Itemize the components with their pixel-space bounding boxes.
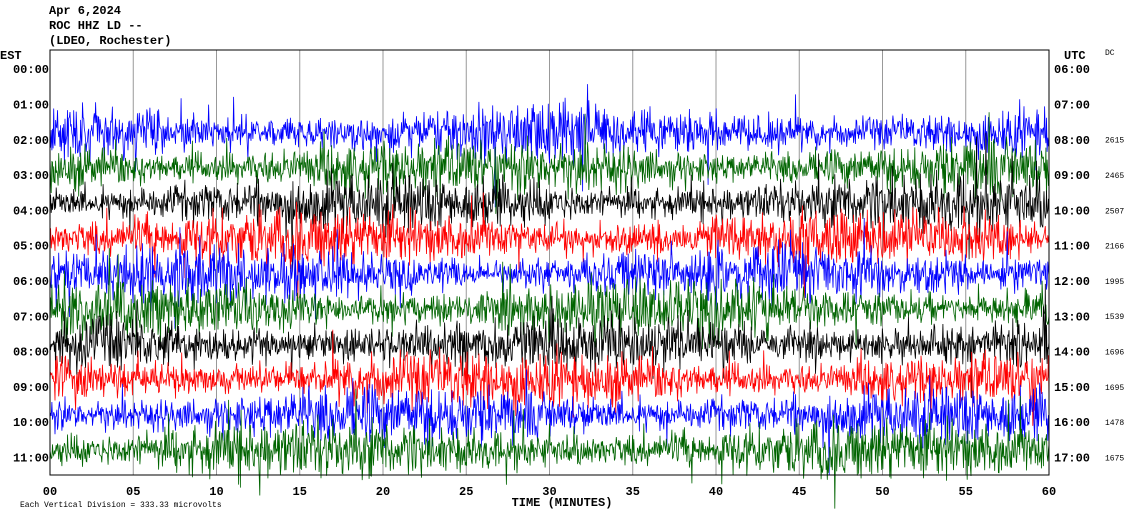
est-label: 03:00 <box>13 169 49 183</box>
date: Apr 6,2024 <box>49 4 121 18</box>
x-tick-label: 45 <box>792 485 806 499</box>
dc-value: 1539 <box>1105 313 1124 322</box>
left-axis-title: EST <box>0 49 22 63</box>
x-tick-label: 60 <box>1042 485 1056 499</box>
dc-value: 1696 <box>1105 349 1124 358</box>
x-tick-label: 25 <box>459 485 473 499</box>
x-tick-label: 40 <box>709 485 723 499</box>
est-label: 11:00 <box>13 451 49 465</box>
est-label: 04:00 <box>13 204 49 218</box>
utc-label: 13:00 <box>1054 310 1090 324</box>
utc-label: 10:00 <box>1054 204 1090 218</box>
x-tick-label: 10 <box>209 485 223 499</box>
dc-value: 2507 <box>1105 207 1124 216</box>
trace <box>49 283 1050 399</box>
footer: Each Vertical Division = 333.33 microvol… <box>20 501 222 510</box>
trace <box>49 329 1050 426</box>
traces <box>49 84 1050 509</box>
dc-value: 1995 <box>1105 278 1124 287</box>
right-axis-title: UTC <box>1064 49 1086 63</box>
utc-label: 11:00 <box>1054 240 1090 254</box>
trace <box>49 388 1050 509</box>
utc-label: 14:00 <box>1054 346 1090 360</box>
x-tick-label: 50 <box>875 485 889 499</box>
utc-label: 06:00 <box>1054 63 1090 77</box>
trace <box>49 248 1050 350</box>
est-label: 01:00 <box>13 98 49 112</box>
est-label: 02:00 <box>13 134 49 148</box>
dc-value: 2166 <box>1105 243 1124 252</box>
dc-value: 1675 <box>1105 454 1124 463</box>
est-label: 10:00 <box>13 416 49 430</box>
utc-label: 17:00 <box>1054 451 1090 465</box>
trace <box>49 369 1050 475</box>
trace <box>49 192 1050 301</box>
x-tick-label: 05 <box>126 485 140 499</box>
utc-label: 16:00 <box>1054 416 1090 430</box>
dc-value: 1695 <box>1105 384 1124 393</box>
x-tick-label: 35 <box>626 485 640 499</box>
dc-value: 2615 <box>1105 137 1124 146</box>
utc-label: 09:00 <box>1054 169 1090 183</box>
x-tick-label: 15 <box>293 485 307 499</box>
dc-value: 2465 <box>1105 172 1124 181</box>
plot-frame <box>49 49 1050 476</box>
x-tick-label: 55 <box>959 485 973 499</box>
x-tick-label: 30 <box>542 485 556 499</box>
dc-value: 1478 <box>1105 419 1124 428</box>
utc-label: 08:00 <box>1054 134 1090 148</box>
x-axis-title: TIME (MINUTES) <box>512 496 613 510</box>
est-label: 07:00 <box>13 310 49 324</box>
est-label: 06:00 <box>13 275 49 289</box>
utc-label: 12:00 <box>1054 275 1090 289</box>
x-tick-label: 00 <box>43 485 57 499</box>
network: (LDEO, Rochester) <box>49 34 171 48</box>
est-label: 09:00 <box>13 381 49 395</box>
utc-label: 07:00 <box>1054 98 1090 112</box>
station: ROC HHZ LD -- <box>49 19 143 33</box>
est-label: 08:00 <box>13 346 49 360</box>
labels: 00 05 10 15 20 25 30 35 40 45 50 55 60 00:00 01:00 02:0… <box>13 63 1124 499</box>
utc-label: 15:00 <box>1054 381 1090 395</box>
trace <box>49 112 1050 214</box>
trace <box>49 132 1050 272</box>
est-label: 05:00 <box>13 240 49 254</box>
dc-title: DC <box>1105 49 1115 58</box>
est-label: 00:00 <box>13 63 49 77</box>
trace <box>49 84 1050 208</box>
x-tick-label: 20 <box>376 485 390 499</box>
